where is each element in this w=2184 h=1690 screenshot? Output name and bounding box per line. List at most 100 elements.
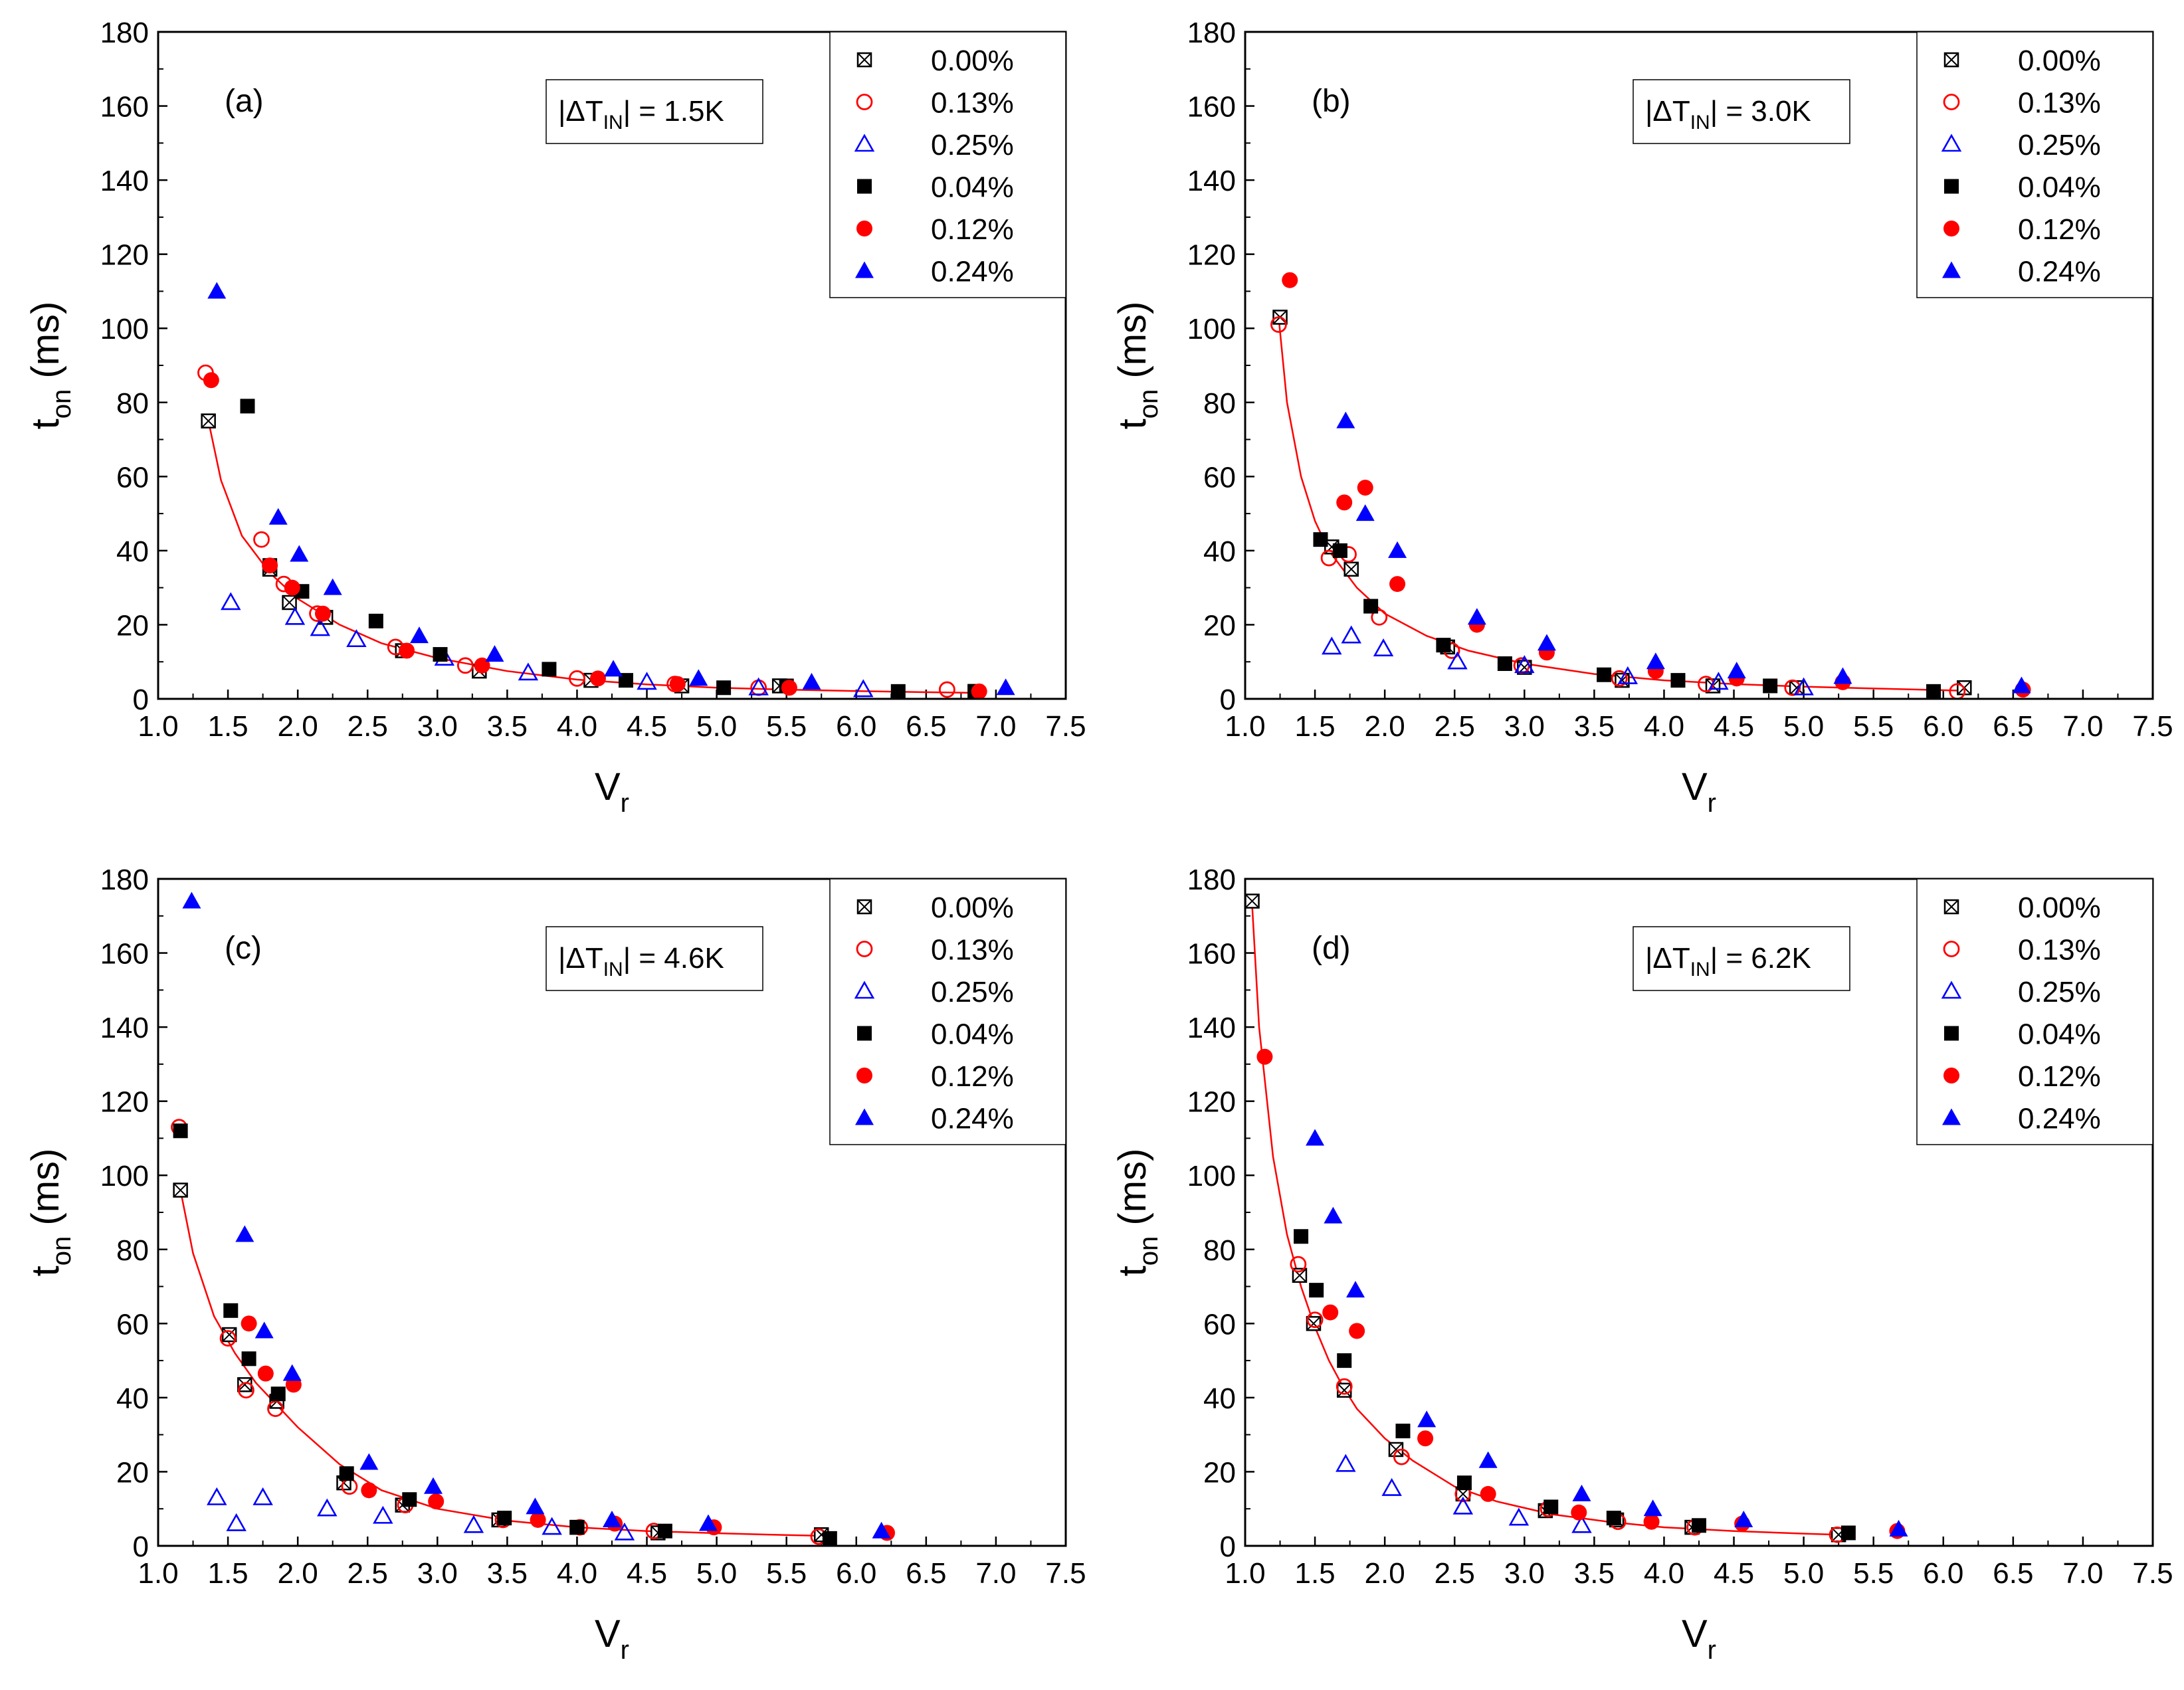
series-0.24% [182, 892, 891, 1539]
data-point [361, 1482, 377, 1499]
data-point [1282, 272, 1298, 288]
y-tick-label: 160 [1187, 938, 1236, 971]
x-tick-label: 5.0 [696, 1557, 737, 1590]
data-point [1306, 1311, 1324, 1329]
data-point [1294, 1229, 1309, 1244]
data-point [173, 1123, 188, 1139]
x-tick-label: 7.0 [975, 710, 1016, 743]
series-0.13% [1270, 316, 1966, 700]
series-0.00% [201, 413, 983, 700]
legend-marker [1942, 1108, 1961, 1125]
data-point [368, 613, 383, 628]
plot-frame [1244, 31, 2154, 700]
x-tick-label: 3.5 [487, 710, 528, 743]
data-point [1889, 1519, 1908, 1537]
x-tick-label: 6.5 [906, 710, 946, 743]
x-tick-label: 6.0 [1923, 1557, 1963, 1590]
data-point [284, 579, 300, 596]
x-tick-label: 7.5 [1045, 710, 1086, 743]
legend-label: 0.04% [2018, 171, 2101, 204]
data-point [1395, 1424, 1411, 1439]
legend-label: 0.00% [931, 892, 1014, 924]
y-tick-label: 140 [1187, 165, 1236, 197]
legend-marker [1943, 52, 1959, 68]
x-tick-label: 3.0 [417, 1557, 458, 1590]
data-point [223, 1303, 239, 1318]
y-tick-label: 180 [1187, 17, 1236, 49]
plot-frame [157, 31, 1067, 700]
x-tick-label: 3.0 [1504, 1557, 1545, 1590]
data-point [872, 1521, 891, 1539]
data-point [2012, 676, 2031, 694]
legend-label: 0.13% [931, 934, 1014, 967]
series-0.25% [207, 1487, 635, 1541]
data-point [603, 1510, 621, 1527]
data-point [1784, 679, 1801, 696]
legend-label: 0.13% [2018, 87, 2101, 120]
legend-label: 0.25% [2018, 129, 2101, 161]
x-tick-label: 2.0 [278, 710, 318, 743]
data-point [1322, 636, 1342, 655]
delta-t-annotation: |ΔTIN| = 6.2K [1645, 942, 1811, 981]
y-tick-label: 20 [116, 609, 149, 642]
data-point [339, 1466, 354, 1481]
data-point [282, 1364, 302, 1381]
data-point [1833, 667, 1852, 684]
data-point [1371, 609, 1388, 626]
data-point [1337, 1353, 1352, 1368]
legend: 0.00% 0.13% 0.25% 0.04% 0.12% 0.24% [1916, 878, 2153, 1145]
y-tick-label: 120 [100, 239, 149, 272]
legend-label: 0.04% [931, 1018, 1014, 1051]
data-point [1617, 666, 1638, 684]
legend-label: 0.12% [931, 1060, 1014, 1093]
data-point [1332, 543, 1347, 558]
x-tick-label: 3.5 [1574, 1557, 1615, 1590]
data-point [669, 676, 686, 692]
chart-panel-2: 1.0 1.5 2.0 2.5 3.0 3.5 4.0 4.5 5.0 5.5 6.0 6.5 7.0 7… [1111, 17, 2173, 818]
y-tick-label: 120 [1187, 239, 1236, 272]
x-tick-label: 4.5 [627, 1557, 667, 1590]
data-point [207, 282, 227, 299]
data-point [530, 1511, 546, 1528]
x-tick-label: 7.0 [2062, 710, 2103, 743]
x-tick-label: 5.5 [766, 1557, 807, 1590]
legend-label: 0.12% [931, 213, 1014, 246]
x-tick-label: 2.0 [1365, 1557, 1405, 1590]
y-tick-label: 120 [100, 1086, 149, 1119]
x-tick-label: 1.5 [1294, 710, 1335, 743]
data-point [569, 670, 585, 687]
data-point [373, 1505, 393, 1524]
x-tick-label: 2.0 [278, 1557, 318, 1590]
legend-label: 0.25% [931, 976, 1014, 1008]
legend-marker [855, 261, 874, 278]
legend-box [1916, 878, 2153, 1145]
data-point [463, 1515, 484, 1533]
x-tick-label: 1.0 [138, 710, 178, 743]
data-point [971, 683, 987, 700]
legend-marker [856, 899, 872, 915]
data-point [282, 595, 297, 610]
x-tick-label: 5.0 [696, 710, 737, 743]
data-point [323, 578, 342, 595]
delta-t-annotation-box [546, 926, 763, 991]
legend-box [829, 31, 1066, 298]
series-0.00% [1272, 310, 1972, 696]
data-point [1692, 1518, 1706, 1533]
y-tick-label: 80 [1203, 1234, 1236, 1267]
series-0.13% [197, 364, 955, 698]
legend-label: 0.24% [931, 256, 1014, 288]
data-point [226, 1513, 247, 1531]
legend: 0.00% 0.13% 0.25% 0.04% 0.12% 0.24% [829, 878, 1066, 1145]
data-point [1417, 1410, 1437, 1428]
legend-marker [856, 94, 873, 110]
data-point [262, 557, 278, 574]
y-tick-label: 100 [1187, 1160, 1236, 1192]
data-point [1478, 1451, 1498, 1468]
x-tick-label: 7.0 [975, 1557, 1016, 1590]
data-point [1336, 1454, 1356, 1472]
fit-curve [179, 1190, 822, 1537]
data-point [1708, 672, 1729, 690]
x-tick-label: 3.0 [417, 710, 458, 743]
data-point [716, 680, 732, 696]
legend-marker [854, 981, 875, 999]
